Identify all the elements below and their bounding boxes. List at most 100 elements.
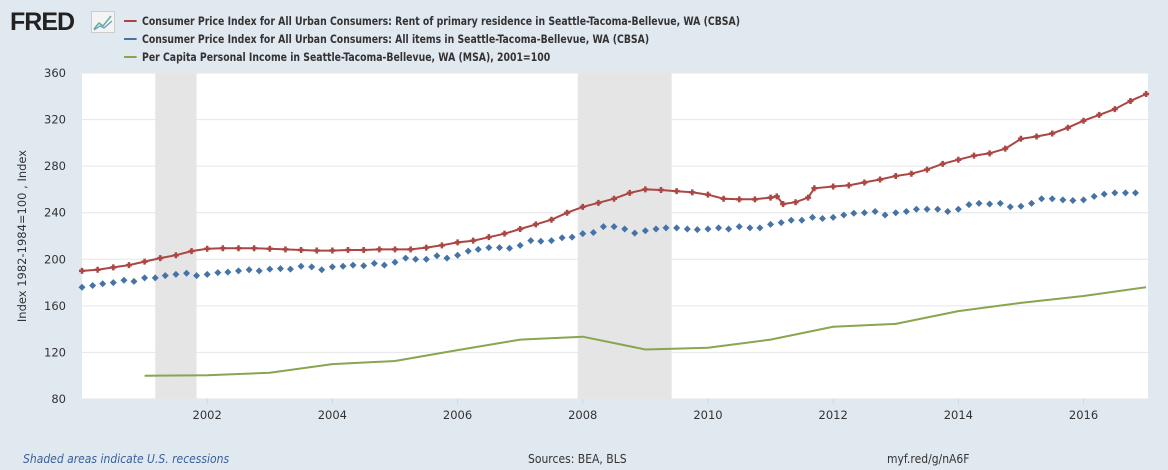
data-point xyxy=(527,237,535,245)
data-point xyxy=(501,230,508,237)
data-point xyxy=(673,224,681,232)
data-point xyxy=(1100,190,1108,198)
data-point xyxy=(658,187,665,194)
green-line-swatch-icon xyxy=(124,56,137,58)
data-point xyxy=(860,209,868,217)
data-point xyxy=(923,205,931,213)
data-point xyxy=(1090,192,1098,200)
data-point xyxy=(391,246,398,253)
x-tick-label: 2004 xyxy=(318,408,347,422)
data-point xyxy=(811,185,818,192)
recession-band xyxy=(155,73,197,399)
data-point xyxy=(934,205,942,213)
y-tick-label: 320 xyxy=(44,113,66,127)
data-point xyxy=(996,199,1004,207)
data-point xyxy=(736,196,743,203)
data-point xyxy=(1127,97,1134,104)
data-point xyxy=(313,247,320,254)
data-point xyxy=(214,269,222,277)
y-tick-label: 120 xyxy=(44,345,66,359)
data-point xyxy=(1006,203,1014,211)
data-point xyxy=(464,247,472,255)
data-point xyxy=(78,283,86,291)
data-point xyxy=(234,267,242,275)
data-point xyxy=(892,173,899,180)
data-point xyxy=(787,216,795,224)
data-point xyxy=(767,220,775,228)
data-point xyxy=(370,259,378,267)
legend-item-rent[interactable]: Consumer Price Index for All Urban Consu… xyxy=(124,12,740,30)
data-point xyxy=(360,246,367,253)
data-point xyxy=(1033,133,1040,140)
data-point xyxy=(845,182,852,189)
data-point xyxy=(767,194,774,201)
x-tick-label: 2006 xyxy=(443,408,472,422)
data-point xyxy=(298,246,305,253)
data-point xyxy=(693,226,701,234)
data-point xyxy=(130,277,138,285)
y-tick-label: 360 xyxy=(44,66,66,80)
data-point xyxy=(286,265,294,273)
data-point xyxy=(568,233,576,241)
data-point xyxy=(345,246,352,253)
data-point xyxy=(141,274,149,282)
data-point xyxy=(402,254,410,262)
data-point xyxy=(506,244,514,252)
recession-note: Shaded areas indicate U.S. recessions xyxy=(23,452,230,466)
data-point xyxy=(1028,199,1036,207)
data-point xyxy=(689,189,696,196)
data-point xyxy=(683,225,691,233)
data-point xyxy=(443,254,451,262)
short-link[interactable]: myf.red/g/nA6F xyxy=(887,452,970,466)
data-point xyxy=(912,205,920,213)
data-point xyxy=(751,196,758,203)
data-point xyxy=(266,245,273,252)
data-point xyxy=(318,266,326,274)
data-point xyxy=(282,246,289,253)
data-point xyxy=(1121,189,1129,197)
data-point xyxy=(924,166,931,173)
data-point xyxy=(1064,124,1071,131)
data-point xyxy=(1059,196,1067,204)
data-point xyxy=(777,219,785,227)
data-point xyxy=(516,241,524,249)
data-point xyxy=(720,195,727,202)
red-cross-swatch-icon xyxy=(124,20,137,22)
fred-logo[interactable]: FRED xyxy=(10,8,75,36)
data-point xyxy=(558,234,566,242)
data-point xyxy=(470,237,477,244)
data-point xyxy=(871,208,879,216)
data-point xyxy=(329,247,336,254)
legend-item-income[interactable]: Per Capita Personal Income in Seattle-Ta… xyxy=(124,48,740,66)
data-point xyxy=(970,152,977,159)
data-point xyxy=(172,270,180,278)
data-point xyxy=(266,265,274,273)
data-point xyxy=(235,245,242,252)
data-point xyxy=(125,262,132,269)
data-point xyxy=(579,203,586,210)
data-point xyxy=(360,262,368,270)
legend: Consumer Price Index for All Urban Consu… xyxy=(124,12,740,66)
data-point xyxy=(1038,195,1046,203)
y-tick-label: 240 xyxy=(44,206,66,220)
data-point xyxy=(631,229,639,237)
data-point xyxy=(877,176,884,183)
y-axis-label: Index 1982-1984=100 , Index xyxy=(15,150,29,322)
x-tick-label: 2008 xyxy=(568,408,597,422)
legend-item-all-items[interactable]: Consumer Price Index for All Urban Consu… xyxy=(124,30,740,48)
data-point xyxy=(99,280,107,288)
data-point xyxy=(861,179,868,186)
data-point xyxy=(454,251,462,259)
data-point xyxy=(94,266,101,273)
data-point xyxy=(642,186,649,193)
data-point xyxy=(412,255,420,263)
data-point xyxy=(548,216,555,223)
sources: Sources: BEA, BLS xyxy=(528,452,627,466)
data-point xyxy=(203,270,211,278)
data-point xyxy=(704,225,712,233)
x-tick-label: 2002 xyxy=(193,408,222,422)
data-point xyxy=(391,258,399,266)
x-tick-label: 2010 xyxy=(693,408,722,422)
data-point xyxy=(157,255,164,262)
